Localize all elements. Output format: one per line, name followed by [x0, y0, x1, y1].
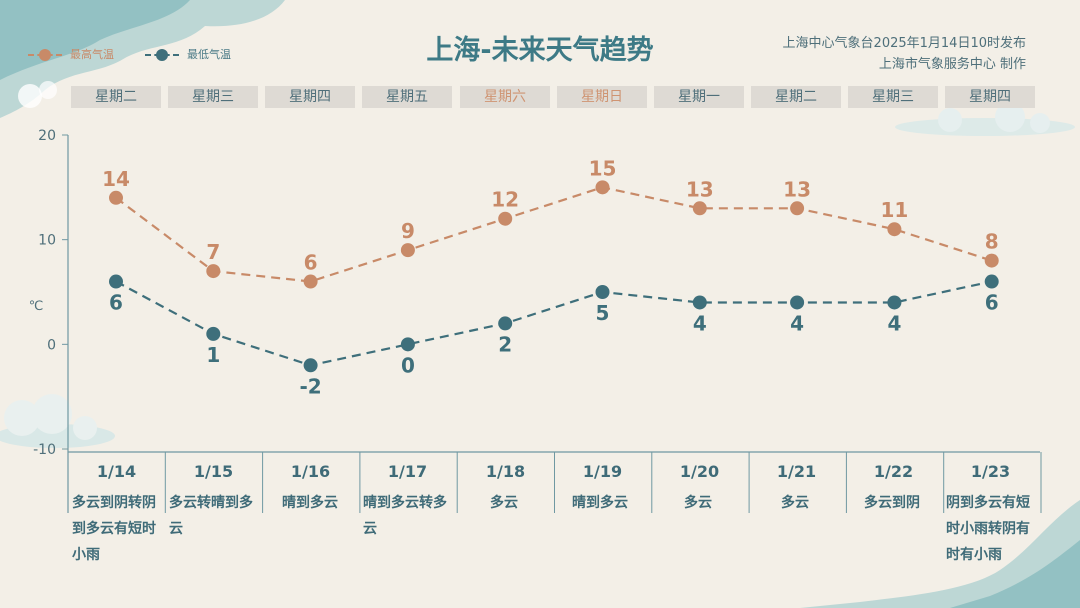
low-temp-point: [498, 316, 513, 331]
decorative-cloud-left: [0, 394, 115, 448]
low-temp-label: 6: [109, 291, 123, 315]
weather-description: 晴到多云: [572, 495, 628, 511]
low-temp-label: 4: [887, 311, 901, 335]
weekday-label: 星期三: [848, 86, 938, 108]
low-temp-point: [595, 285, 610, 299]
producer-line: 上海市气象服务中心 制作: [878, 57, 1026, 72]
decorative-cloud-bottom-right: [800, 500, 1080, 608]
high-temp-line: [115, 186, 993, 283]
weather-description: 多云到阴转阴到多云有短时小雨: [72, 495, 156, 563]
high-temp-point: [303, 274, 318, 289]
high-temp-label: 13: [783, 177, 811, 201]
low-temp-line: [115, 280, 992, 367]
date-label: 1/15: [193, 462, 234, 481]
low-temp-point: [887, 295, 902, 310]
high-temp-label: 12: [491, 188, 519, 212]
date-label: 1/14: [96, 462, 137, 481]
date-label: 1/20: [679, 462, 720, 481]
weekday-label: 星期六: [460, 86, 550, 108]
date-label: 1/17: [387, 462, 428, 481]
high-temp-point: [595, 180, 610, 195]
date-label: 1/16: [290, 462, 331, 481]
low-temp-label: 4: [693, 311, 707, 335]
low-temp-point: [790, 295, 805, 310]
low-temp-label: -2: [299, 374, 321, 398]
high-temp-point: [692, 201, 707, 216]
y-tick-label: 20: [38, 128, 56, 144]
weekday-label: 星期一: [654, 86, 744, 108]
weekday-label: 星期四: [265, 86, 355, 108]
high-temp-point: [984, 253, 999, 268]
y-axis-unit: ℃: [29, 299, 44, 314]
low-temp-point: [109, 274, 123, 289]
weekday-label: 星期二: [751, 86, 841, 108]
low-temp-label: 4: [790, 311, 804, 335]
high-temp-label: 9: [401, 219, 415, 243]
high-temp-point: [498, 211, 513, 226]
y-tick-label: -10: [33, 442, 56, 458]
weather-description: 阴到多云有短时小雨转阴有时有小雨: [946, 495, 1030, 563]
date-label: 1/23: [970, 462, 1011, 481]
high-temp-point: [400, 243, 415, 258]
weather-description: 晴到多云: [282, 495, 338, 511]
low-temp-point: [400, 337, 415, 352]
page-title: 上海-未来天气趋势: [426, 35, 654, 66]
low-temp-point: [692, 295, 707, 310]
weekday-label: 星期四: [945, 86, 1035, 108]
weather-description: 晴到多云转多云: [363, 495, 447, 537]
legend-high-label: 最高气温: [70, 48, 114, 61]
decorative-cloud-top-right: [895, 102, 1075, 136]
y-tick-label: 10: [38, 233, 56, 249]
high-temp-label: 8: [985, 230, 999, 254]
high-temp-label: 13: [686, 177, 714, 201]
date-label: 1/19: [582, 462, 623, 481]
weekday-label: 星期五: [362, 86, 452, 108]
high-temp-label: 6: [304, 251, 318, 275]
weekday-label: 星期日: [557, 86, 647, 108]
date-label: 1/22: [873, 462, 914, 481]
high-temp-point: [887, 222, 902, 237]
low-temp-point: [206, 326, 221, 341]
high-temp-label: 7: [206, 240, 220, 264]
weekday-label: 星期三: [168, 86, 258, 108]
legend-low-marker: [156, 49, 168, 61]
weather-description: 多云到阴: [864, 495, 920, 511]
low-temp-label: 6: [985, 291, 999, 315]
low-temp-label: 1: [206, 343, 220, 367]
low-temp-label: 2: [498, 332, 512, 356]
low-temp-label: 0: [401, 353, 415, 377]
weather-description: 多云转晴到多云: [169, 495, 253, 537]
weekday-label: 星期二: [71, 86, 161, 108]
high-temp-label: 15: [589, 156, 617, 180]
weather-description: 多云: [490, 495, 518, 511]
low-temp-point: [303, 358, 318, 373]
date-label: 1/18: [485, 462, 526, 481]
high-temp-point: [790, 201, 805, 216]
low-temp-point: [984, 274, 999, 289]
low-temp-label: 5: [596, 301, 610, 325]
y-tick-label: 0: [47, 337, 56, 353]
weather-description: 多云: [781, 495, 809, 511]
legend-low-label: 最低气温: [187, 48, 231, 61]
issuer-line: 上海中心气象台2025年1月14日10时发布: [782, 36, 1026, 51]
high-temp-label: 11: [880, 198, 908, 222]
high-temp-point: [206, 264, 221, 279]
high-temp-label: 14: [102, 167, 130, 191]
legend-high-marker: [39, 49, 51, 61]
date-label: 1/21: [776, 462, 817, 481]
weather-description: 多云: [684, 495, 712, 511]
high-temp-point: [109, 190, 123, 205]
